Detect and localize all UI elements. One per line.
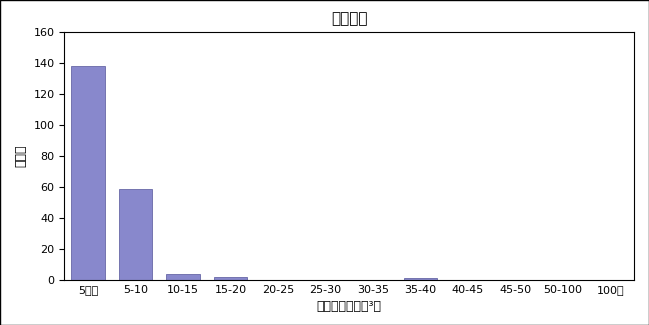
- Bar: [166, 274, 200, 280]
- X-axis label: 濃度（ｎｇ／ｍ³）: 濃度（ｎｇ／ｍ³）: [317, 300, 382, 313]
- Y-axis label: 地点数: 地点数: [15, 145, 28, 167]
- Title: 一般環境: 一般環境: [331, 12, 367, 27]
- Bar: [71, 66, 104, 280]
- Bar: [214, 277, 247, 280]
- Bar: [404, 279, 437, 280]
- Bar: [119, 188, 152, 280]
